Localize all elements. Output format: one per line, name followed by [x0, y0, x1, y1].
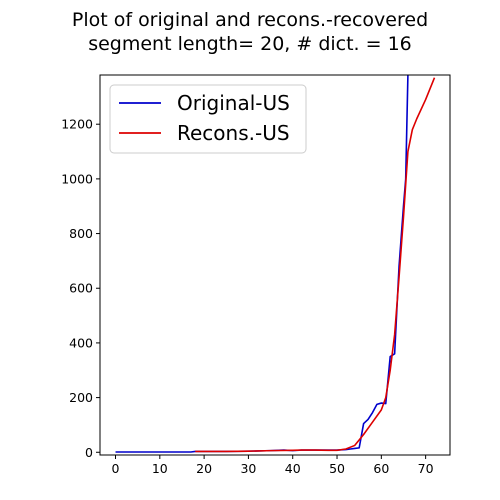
x-tick-label: 60	[373, 461, 389, 476]
x-tick-label: 70	[418, 461, 434, 476]
y-tick-label: 800	[69, 226, 93, 241]
legend-label-recons: Recons.-US	[177, 121, 290, 145]
legend: Original-US Recons.-US	[110, 85, 306, 153]
x-tick-label: 40	[285, 461, 301, 476]
chart-title-line-2: segment length= 20, # dict. = 16	[88, 33, 412, 55]
y-tick-label: 600	[69, 281, 93, 296]
y-tick-label: 200	[69, 390, 93, 405]
chart-title-line-1: Plot of original and recons.-recovered	[72, 9, 428, 31]
x-tick-label: 10	[152, 461, 168, 476]
y-tick-label: 1000	[61, 171, 93, 186]
x-tick-label: 20	[196, 461, 212, 476]
x-tick-label: 50	[329, 461, 345, 476]
x-tick-label: 30	[240, 461, 256, 476]
y-tick-label: 0	[85, 445, 93, 460]
y-tick-label: 1200	[61, 117, 93, 132]
y-tick-label: 400	[69, 335, 93, 350]
legend-label-original: Original-US	[177, 91, 290, 115]
x-tick-label: 0	[112, 461, 120, 476]
